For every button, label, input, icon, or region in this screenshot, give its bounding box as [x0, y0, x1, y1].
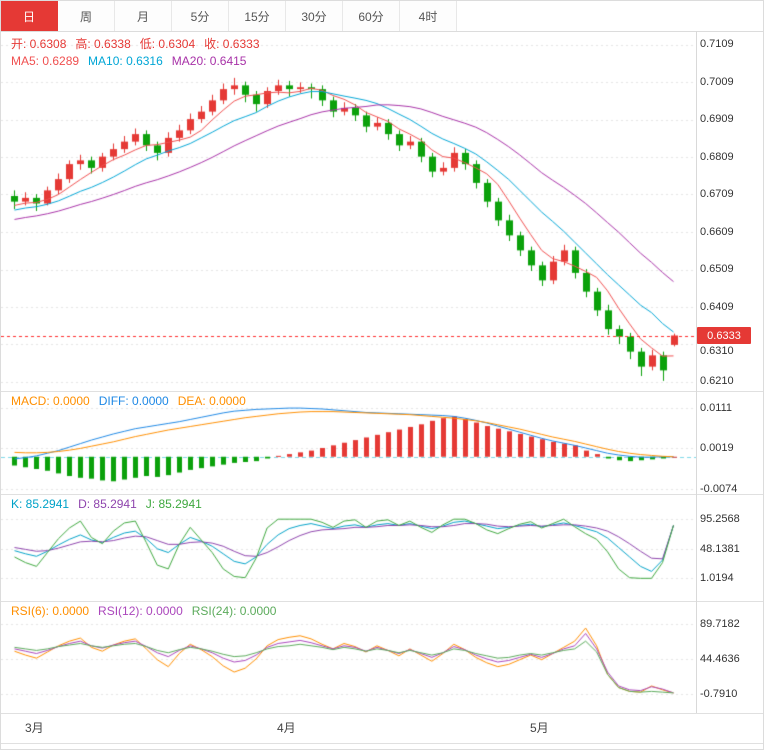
- rsi24-value: RSI(24): 0.0000: [191, 604, 277, 618]
- tab-5min[interactable]: 5分: [172, 1, 229, 31]
- macd-axis-label: 0.0111: [700, 402, 733, 414]
- rsi12-value: RSI(12): 0.0000: [98, 604, 183, 618]
- ma-legend: MA5: 0.6289 MA10: 0.6316 MA20: 0.6415: [11, 54, 246, 68]
- rsi-axis-label: -0.7910: [700, 688, 738, 700]
- k-value: K: 85.2941: [11, 497, 70, 511]
- macd-value: MACD: 0.0000: [11, 394, 90, 408]
- dea-value: DEA: 0.0000: [177, 394, 246, 408]
- rsi-axis-label: 44.4636: [700, 653, 740, 665]
- tab-60min[interactable]: 60分: [343, 1, 400, 31]
- tab-day[interactable]: 日: [1, 1, 58, 31]
- low-value: 低: 0.6304: [139, 37, 196, 51]
- kdj-legend: K: 85.2941 D: 85.2941 J: 85.2941: [11, 497, 202, 511]
- open-value: 开: 0.6308: [11, 37, 67, 51]
- x-axis-line: [1, 713, 763, 714]
- ohlc-legend: 开: 0.6308 高: 0.6338 低: 0.6304 收: 0.6333: [11, 37, 260, 51]
- rsi6-value: RSI(6): 0.0000: [11, 604, 90, 618]
- panel-divider: [1, 601, 763, 602]
- panel-divider: [1, 391, 763, 392]
- y-axis-label: 0.6509: [700, 263, 734, 275]
- bottom-border-line: [1, 743, 763, 744]
- tab-week[interactable]: 周: [58, 1, 115, 31]
- kdj-axis-label: 1.0194: [700, 572, 734, 584]
- current-price-tag: 0.6333: [697, 327, 751, 344]
- y-axis-label: 0.7109: [700, 38, 734, 50]
- macd-legend: MACD: 0.0000 DIFF: 0.0000 DEA: 0.0000: [11, 394, 246, 408]
- tab-15min[interactable]: 15分: [229, 1, 286, 31]
- macd-axis-label: -0.0074: [700, 483, 738, 495]
- panel-divider: [1, 494, 763, 495]
- ma5-value: MA5: 0.6289: [11, 54, 80, 68]
- tab-4hour[interactable]: 4时: [400, 1, 457, 31]
- close-value: 收: 0.6333: [204, 37, 260, 51]
- period-tabbar: 日 周 月 5分 15分 30分 60分 4时: [1, 1, 763, 32]
- tab-month[interactable]: 月: [115, 1, 172, 31]
- y-axis-label: 0.6709: [700, 188, 734, 200]
- kdj-axis-label: 95.2568: [700, 513, 740, 525]
- rsi-legend: RSI(6): 0.0000 RSI(12): 0.0000 RSI(24): …: [11, 604, 276, 618]
- ma10-value: MA10: 0.6316: [88, 54, 163, 68]
- x-axis-label-march: 3月: [25, 721, 44, 735]
- y-axis-label: 0.7009: [700, 76, 734, 88]
- high-value: 高: 0.6338: [75, 37, 131, 51]
- j-value: J: 85.2941: [145, 497, 202, 511]
- ma20-value: MA20: 0.6415: [171, 54, 247, 68]
- x-axis-label-may: 5月: [530, 721, 549, 735]
- y-axis-label: 0.6609: [700, 226, 734, 238]
- x-axis-label-april: 4月: [277, 721, 296, 735]
- y-axis-label: 0.6210: [700, 375, 734, 387]
- d-value: D: 85.2941: [78, 497, 137, 511]
- rsi-axis-label: 89.7182: [700, 618, 740, 630]
- kdj-axis-label: 48.1381: [700, 543, 740, 555]
- y-axis-label: 0.6310: [700, 345, 734, 357]
- axis-divider: [696, 31, 697, 713]
- chart-canvas[interactable]: [1, 31, 696, 713]
- diff-value: DIFF: 0.0000: [98, 394, 169, 408]
- y-axis-label: 0.6909: [700, 113, 734, 125]
- y-axis-label: 0.6809: [700, 151, 734, 163]
- y-axis-label: 0.6409: [700, 301, 734, 313]
- macd-axis-label: 0.0019: [700, 442, 734, 454]
- tab-30min[interactable]: 30分: [286, 1, 343, 31]
